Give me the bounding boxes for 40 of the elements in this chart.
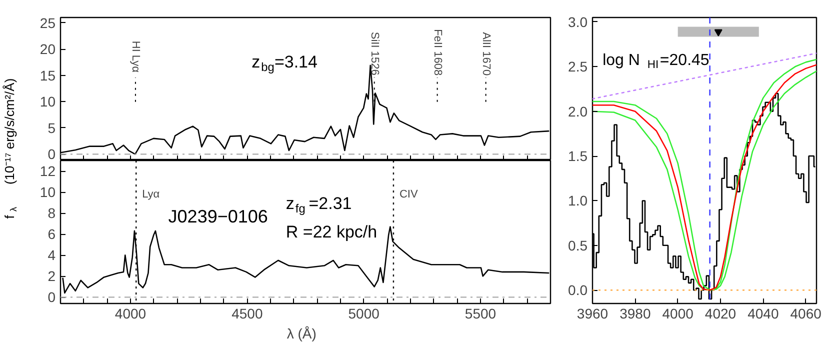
y-tick-label: 5 xyxy=(48,120,56,136)
x-tick-label: 4000 xyxy=(662,306,694,322)
y-tick-label: 2.0 xyxy=(568,103,588,120)
annotation: AlII 1670 xyxy=(480,32,492,76)
annotation: R =22 kpc/h xyxy=(286,222,378,242)
x-tick-label: 5500 xyxy=(464,306,496,322)
x-tick-label: 4020 xyxy=(704,306,736,322)
x-tick-label: 3980 xyxy=(620,306,651,322)
annotation: FeII 1608 xyxy=(431,29,444,76)
y-tick-label: 20 xyxy=(40,41,56,58)
annotation: J0239−0106 xyxy=(168,206,268,226)
annotation: HI Lyα xyxy=(129,40,142,74)
annotation: SiII 1526 xyxy=(368,32,380,76)
y-tick-label: 4 xyxy=(48,247,56,264)
x-tick-label: 4500 xyxy=(232,306,263,322)
x-tick-label: 5000 xyxy=(348,306,380,322)
y-tick-label: 10 xyxy=(40,184,56,200)
x-tick-label: 4040 xyxy=(748,306,779,322)
y-tick-label: 0.5 xyxy=(568,237,588,254)
y-tick-label: 3.0 xyxy=(568,14,588,30)
y-tick-label: 0 xyxy=(48,289,56,306)
y-tick-label: 8 xyxy=(48,205,56,222)
y-tick-label: 0 xyxy=(48,146,56,162)
x-tick-label: 4000 xyxy=(114,306,146,322)
y-tick-label: 1.0 xyxy=(568,192,588,209)
y-tick-label: 0.0 xyxy=(568,282,588,298)
y-tick-label: 25 xyxy=(40,14,56,31)
text: fλ (10⁻¹⁷ erg/s/cm²/Å) xyxy=(2,78,18,219)
x-tick-label: 4060 xyxy=(790,306,822,322)
y-tick-label: 10 xyxy=(40,94,56,110)
ref-line-label: CIV xyxy=(399,188,418,200)
ref-line-label: Lyα xyxy=(142,188,160,200)
y-tick-label: 1.5 xyxy=(568,148,588,164)
y-tick-label: 15 xyxy=(40,67,56,84)
y-tick-label: 2.5 xyxy=(568,58,588,75)
y-tick-label: 6 xyxy=(48,226,56,242)
y-tick-label: 12 xyxy=(40,163,56,180)
y-tick-label: 2 xyxy=(48,268,56,284)
x-tick-label: 3960 xyxy=(576,306,608,322)
x-axis-title: λ (Å) xyxy=(286,326,316,342)
